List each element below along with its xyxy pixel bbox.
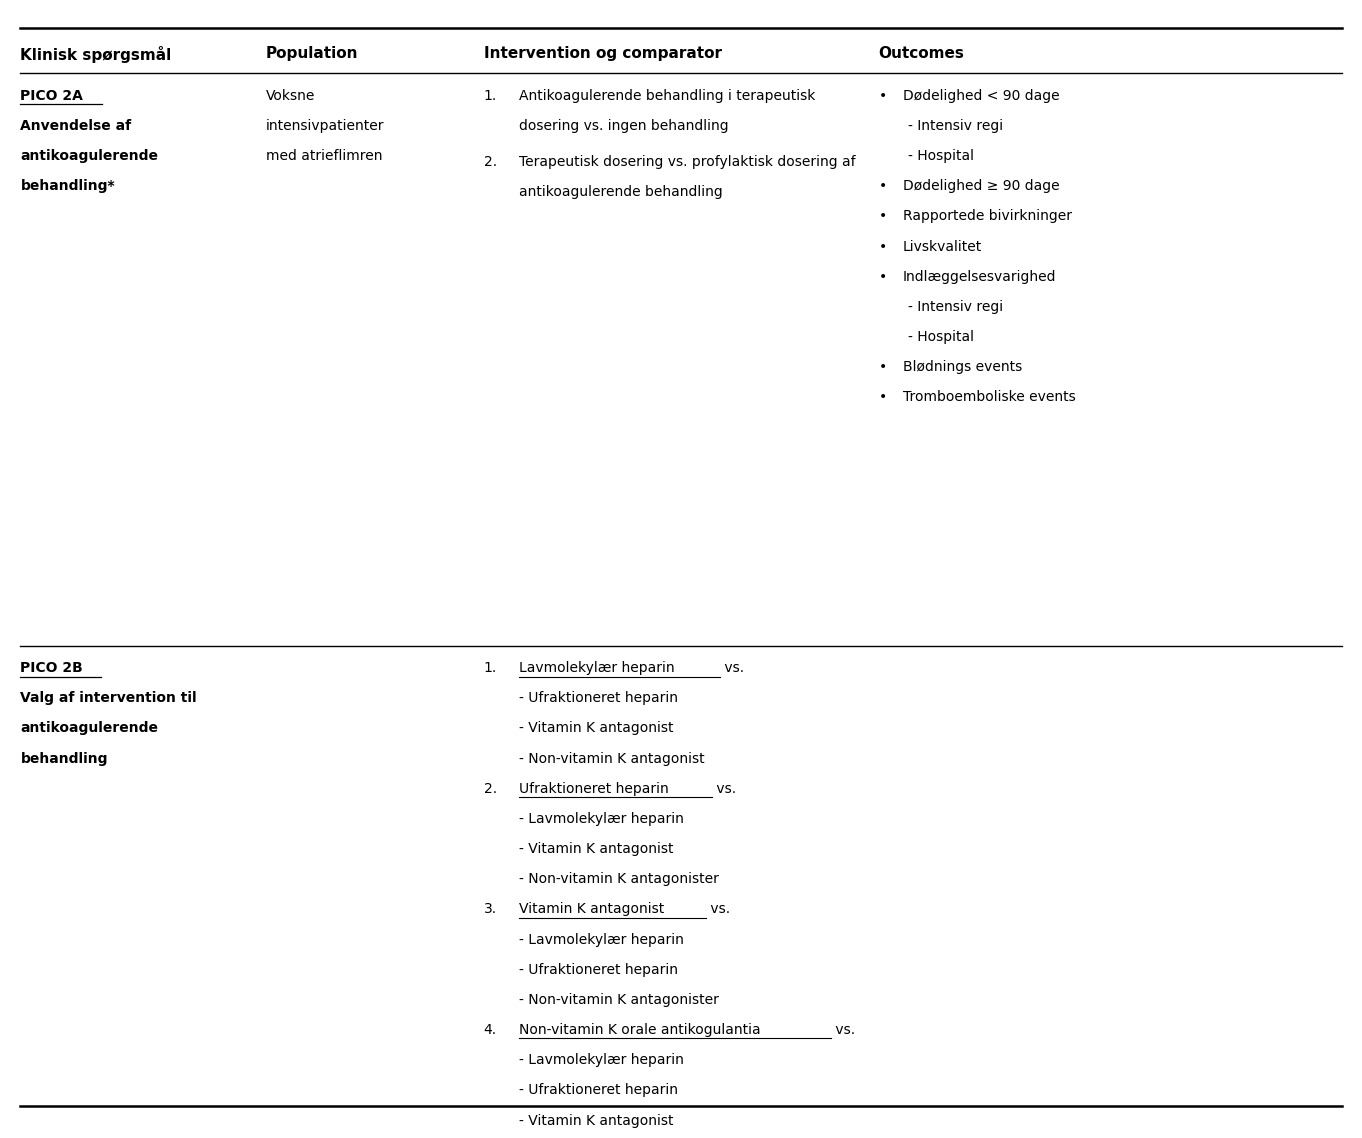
Text: Outcomes: Outcomes <box>878 46 964 60</box>
Text: •: • <box>878 209 887 223</box>
Text: Intervention og comparator: Intervention og comparator <box>484 46 722 60</box>
Text: antikoagulerende behandling: antikoagulerende behandling <box>519 185 723 199</box>
Text: behandling*: behandling* <box>20 180 114 193</box>
Text: - Hospital: - Hospital <box>908 149 974 163</box>
Text: Livskvalitet: Livskvalitet <box>903 239 982 254</box>
Text: Lavmolekylær heparin: Lavmolekylær heparin <box>519 661 674 675</box>
Text: •: • <box>878 239 887 254</box>
Text: - Intensiv regi: - Intensiv regi <box>908 119 1004 133</box>
Text: antikoagulerende: antikoagulerende <box>20 721 158 735</box>
Text: Tromboemboliske events: Tromboemboliske events <box>903 390 1076 404</box>
Text: - Intensiv regi: - Intensiv regi <box>908 299 1004 314</box>
Text: - Ufraktioneret heparin: - Ufraktioneret heparin <box>519 963 678 976</box>
Text: PICO 2B: PICO 2B <box>20 661 83 675</box>
Text: 4.: 4. <box>484 1023 497 1037</box>
Text: Voksne: Voksne <box>266 89 315 102</box>
Text: - Ufraktioneret heparin: - Ufraktioneret heparin <box>519 692 678 706</box>
Text: behandling: behandling <box>20 752 108 766</box>
Text: •: • <box>878 89 887 102</box>
Text: - Vitamin K antagonist: - Vitamin K antagonist <box>519 1114 673 1128</box>
Text: intensivpatienter: intensivpatienter <box>266 119 384 133</box>
Text: med atrieflimren: med atrieflimren <box>266 149 383 163</box>
Text: vs.: vs. <box>831 1023 855 1037</box>
Text: Ufraktioneret heparin: Ufraktioneret heparin <box>519 782 669 795</box>
Text: - Lavmolekylær heparin: - Lavmolekylær heparin <box>519 813 684 826</box>
Text: antikoagulerende: antikoagulerende <box>20 149 158 163</box>
Text: 1.: 1. <box>484 661 497 675</box>
Text: dosering vs. ingen behandling: dosering vs. ingen behandling <box>519 119 729 133</box>
Text: 2.: 2. <box>484 782 497 795</box>
Text: - Lavmolekylær heparin: - Lavmolekylær heparin <box>519 933 684 947</box>
Text: - Ufraktioneret heparin: - Ufraktioneret heparin <box>519 1083 678 1097</box>
Text: Rapportede bivirkninger: Rapportede bivirkninger <box>903 209 1072 223</box>
Text: •: • <box>878 180 887 193</box>
Text: •: • <box>878 390 887 404</box>
Text: - Hospital: - Hospital <box>908 330 974 344</box>
Text: Vitamin K antagonist: Vitamin K antagonist <box>519 902 665 916</box>
Text: Valg af intervention til: Valg af intervention til <box>20 692 197 706</box>
Text: Dødelighed < 90 dage: Dødelighed < 90 dage <box>903 89 1060 102</box>
Text: vs.: vs. <box>712 782 737 795</box>
Text: 2.: 2. <box>484 155 497 170</box>
Text: 3.: 3. <box>484 902 497 916</box>
Text: Indlæggelsesvarighed: Indlæggelsesvarighed <box>903 270 1057 283</box>
Text: Terapeutisk dosering vs. profylaktisk dosering af: Terapeutisk dosering vs. profylaktisk do… <box>519 155 855 170</box>
Text: Population: Population <box>266 46 358 60</box>
Text: Non-vitamin K orale antikogulantia: Non-vitamin K orale antikogulantia <box>519 1023 760 1037</box>
Text: - Vitamin K antagonist: - Vitamin K antagonist <box>519 842 673 856</box>
Text: Antikoagulerende behandling i terapeutisk: Antikoagulerende behandling i terapeutis… <box>519 89 816 102</box>
Text: Anvendelse af: Anvendelse af <box>20 119 132 133</box>
Text: - Non-vitamin K antagonist: - Non-vitamin K antagonist <box>519 752 704 766</box>
Text: vs.: vs. <box>719 661 744 675</box>
Text: Klinisk spørgsmål: Klinisk spørgsmål <box>20 46 172 63</box>
Text: •: • <box>878 361 887 374</box>
Text: - Lavmolekylær heparin: - Lavmolekylær heparin <box>519 1054 684 1067</box>
Text: Blødnings events: Blødnings events <box>903 361 1023 374</box>
Text: Dødelighed ≥ 90 dage: Dødelighed ≥ 90 dage <box>903 180 1060 193</box>
Text: •: • <box>878 270 887 283</box>
Text: - Vitamin K antagonist: - Vitamin K antagonist <box>519 721 673 735</box>
Text: vs.: vs. <box>707 902 730 916</box>
Text: - Non-vitamin K antagonister: - Non-vitamin K antagonister <box>519 873 719 887</box>
Text: 1.: 1. <box>484 89 497 102</box>
Text: PICO 2A: PICO 2A <box>20 89 83 102</box>
Text: - Non-vitamin K antagonister: - Non-vitamin K antagonister <box>519 993 719 1007</box>
